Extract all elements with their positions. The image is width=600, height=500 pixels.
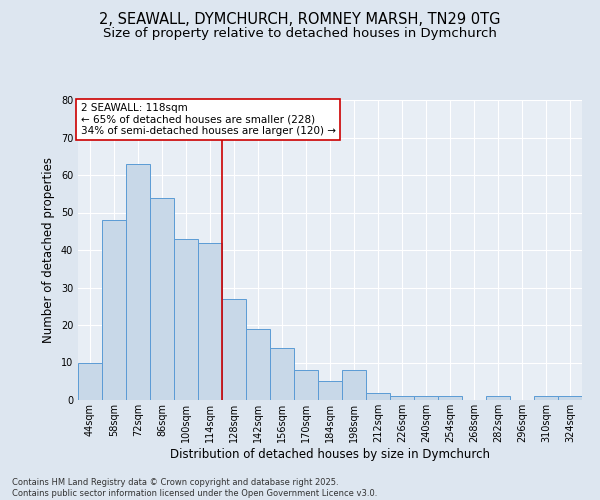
- Bar: [438, 396, 462, 400]
- Bar: [294, 370, 318, 400]
- Bar: [222, 298, 246, 400]
- Bar: [270, 348, 294, 400]
- Bar: [246, 329, 270, 400]
- Bar: [342, 370, 366, 400]
- Text: Contains HM Land Registry data © Crown copyright and database right 2025.
Contai: Contains HM Land Registry data © Crown c…: [12, 478, 377, 498]
- X-axis label: Distribution of detached houses by size in Dymchurch: Distribution of detached houses by size …: [170, 448, 490, 460]
- Bar: [534, 396, 558, 400]
- Bar: [78, 362, 102, 400]
- Bar: [102, 220, 126, 400]
- Bar: [198, 242, 222, 400]
- Bar: [486, 396, 510, 400]
- Text: 2, SEAWALL, DYMCHURCH, ROMNEY MARSH, TN29 0TG: 2, SEAWALL, DYMCHURCH, ROMNEY MARSH, TN2…: [99, 12, 501, 28]
- Bar: [126, 164, 150, 400]
- Bar: [318, 381, 342, 400]
- Bar: [150, 198, 174, 400]
- Bar: [174, 239, 198, 400]
- Y-axis label: Number of detached properties: Number of detached properties: [42, 157, 55, 343]
- Text: Size of property relative to detached houses in Dymchurch: Size of property relative to detached ho…: [103, 28, 497, 40]
- Bar: [558, 396, 582, 400]
- Bar: [390, 396, 414, 400]
- Bar: [366, 392, 390, 400]
- Bar: [414, 396, 438, 400]
- Text: 2 SEAWALL: 118sqm
← 65% of detached houses are smaller (228)
34% of semi-detache: 2 SEAWALL: 118sqm ← 65% of detached hous…: [80, 103, 335, 136]
